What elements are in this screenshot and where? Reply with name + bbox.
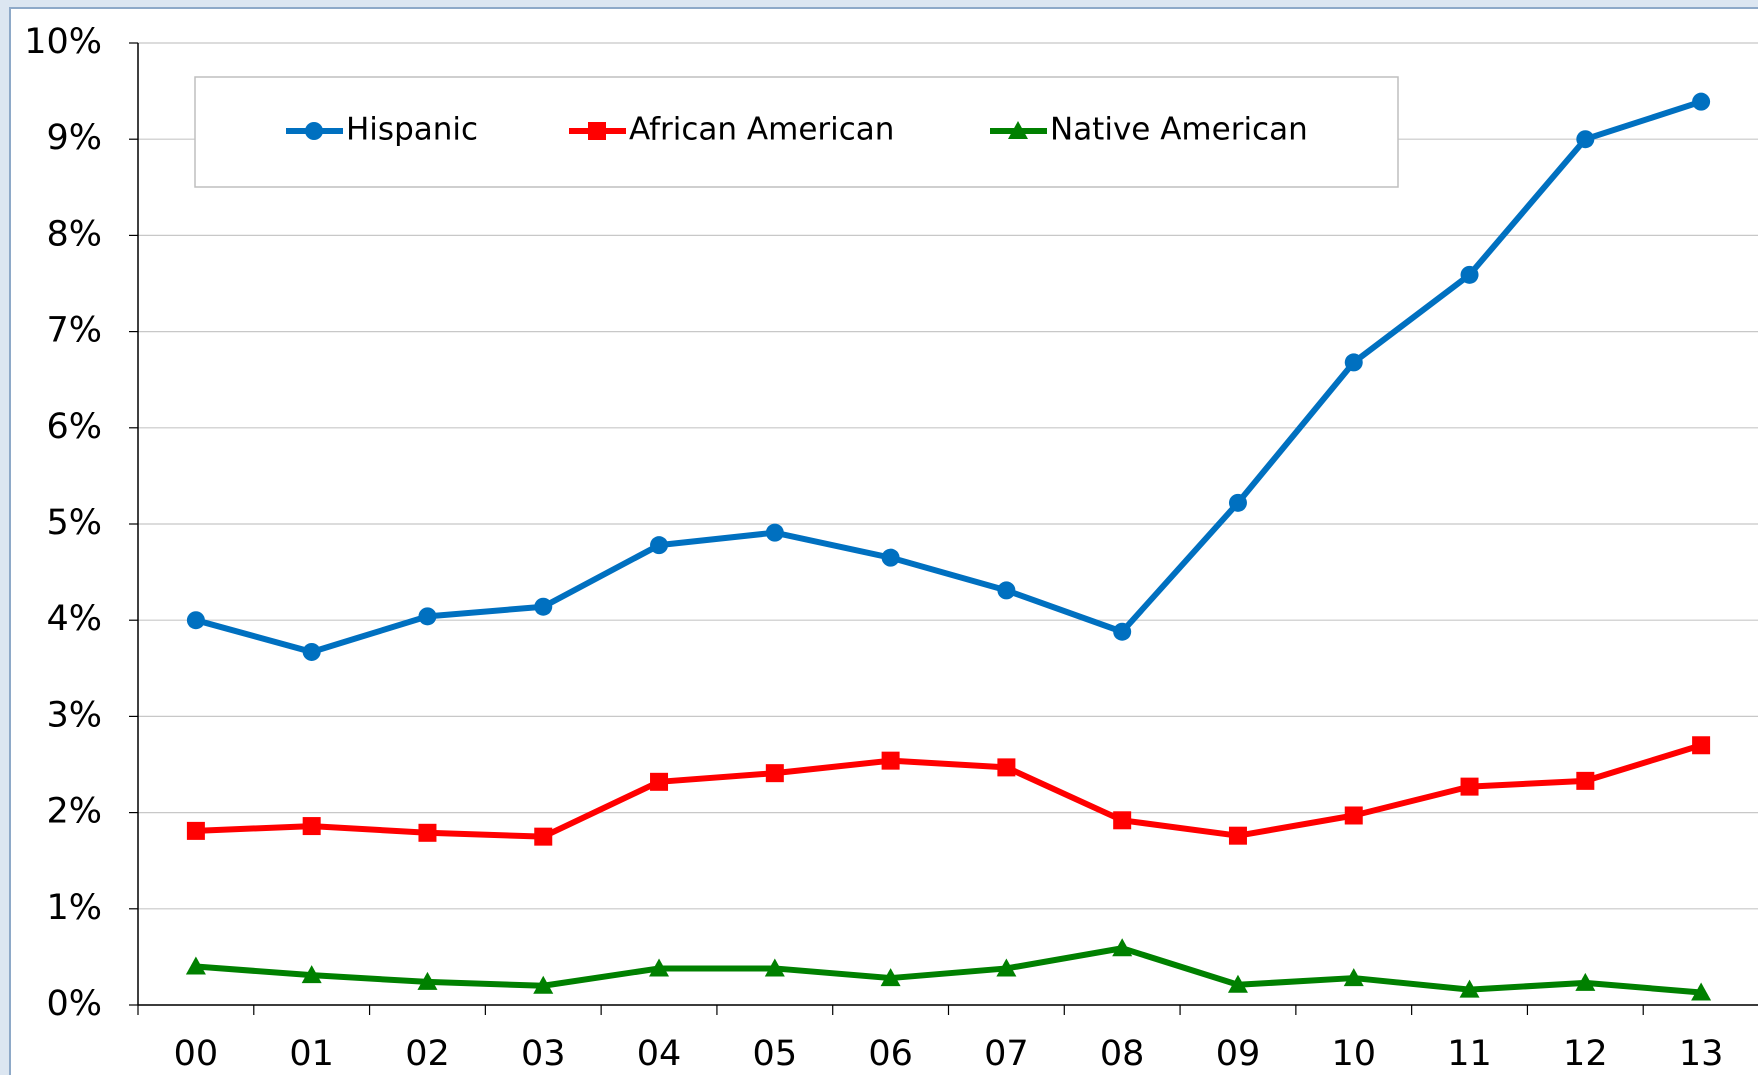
point bbox=[1576, 771, 1595, 790]
x-tick-label: 12 bbox=[1563, 1034, 1608, 1074]
y-tick-label: 10% bbox=[24, 22, 102, 62]
point bbox=[305, 122, 323, 140]
point bbox=[1113, 811, 1132, 830]
point bbox=[186, 821, 205, 840]
point bbox=[1576, 130, 1595, 149]
point bbox=[417, 971, 438, 990]
x-tick-label: 01 bbox=[289, 1034, 334, 1074]
point bbox=[186, 611, 205, 630]
x-tick-label: 08 bbox=[1100, 1034, 1145, 1074]
point bbox=[1112, 938, 1133, 957]
point bbox=[185, 956, 206, 975]
point bbox=[533, 975, 554, 994]
x-tick-label: 11 bbox=[1447, 1034, 1492, 1074]
point bbox=[1113, 622, 1132, 641]
point bbox=[1691, 982, 1712, 1001]
legend-label: Native American bbox=[1050, 112, 1308, 148]
point bbox=[880, 968, 901, 987]
y-tick-label: 7% bbox=[46, 311, 102, 351]
point bbox=[1344, 353, 1363, 372]
line bbox=[195, 98, 1703, 655]
series bbox=[185, 938, 1712, 1001]
point bbox=[1228, 493, 1247, 512]
series bbox=[186, 92, 1711, 661]
point bbox=[649, 958, 670, 977]
x-tick-label: 09 bbox=[1216, 1034, 1261, 1074]
x-tick-label: 05 bbox=[753, 1034, 798, 1074]
point bbox=[1228, 826, 1247, 845]
point bbox=[1459, 979, 1480, 998]
point bbox=[534, 597, 553, 616]
x-tick-label: 03 bbox=[521, 1034, 566, 1074]
point bbox=[765, 764, 784, 783]
x-tick-label: 10 bbox=[1331, 1034, 1376, 1074]
point bbox=[534, 827, 553, 846]
line bbox=[195, 742, 1702, 840]
point bbox=[765, 523, 784, 542]
point bbox=[1344, 806, 1363, 825]
point bbox=[302, 817, 321, 836]
y-tick-label: 5% bbox=[46, 503, 102, 543]
point bbox=[301, 965, 322, 984]
point bbox=[1692, 92, 1711, 111]
point bbox=[1460, 777, 1479, 796]
point bbox=[1692, 736, 1711, 755]
point bbox=[881, 751, 900, 770]
point bbox=[650, 772, 669, 791]
point bbox=[1460, 265, 1479, 284]
y-tick-label: 4% bbox=[46, 599, 102, 639]
y-tick-label: 9% bbox=[46, 118, 102, 158]
legend: Hispanic African American Native American bbox=[194, 76, 1399, 188]
x-tick-label: 00 bbox=[174, 1034, 219, 1074]
point bbox=[881, 548, 900, 567]
x-tick-label: 06 bbox=[868, 1034, 913, 1074]
x-tick-label: 02 bbox=[405, 1034, 450, 1074]
point bbox=[997, 758, 1016, 777]
point bbox=[997, 581, 1016, 600]
y-tick-label: 8% bbox=[46, 214, 102, 254]
legend-box bbox=[194, 76, 1399, 188]
legend-label: African American bbox=[629, 112, 894, 148]
point bbox=[588, 122, 606, 140]
point bbox=[1343, 968, 1364, 987]
y-tick-label: 6% bbox=[46, 407, 102, 447]
y-tick-label: 3% bbox=[46, 695, 102, 735]
y-tick-label: 2% bbox=[46, 792, 102, 832]
x-tick-label: 04 bbox=[637, 1034, 682, 1074]
y-tick-label: 1% bbox=[46, 888, 102, 928]
point bbox=[418, 607, 437, 626]
point bbox=[650, 536, 669, 555]
series bbox=[186, 736, 1711, 846]
point bbox=[764, 958, 785, 977]
point bbox=[418, 823, 437, 842]
point bbox=[302, 642, 321, 661]
y-tick-label: 0% bbox=[46, 984, 102, 1024]
x-tick-label: 07 bbox=[984, 1034, 1029, 1074]
point bbox=[1227, 974, 1248, 993]
legend-label: Hispanic bbox=[346, 112, 478, 148]
x-tick-label: 13 bbox=[1679, 1034, 1724, 1074]
line bbox=[195, 945, 1702, 996]
point bbox=[996, 958, 1017, 977]
point bbox=[1008, 121, 1028, 139]
point bbox=[1575, 972, 1596, 991]
